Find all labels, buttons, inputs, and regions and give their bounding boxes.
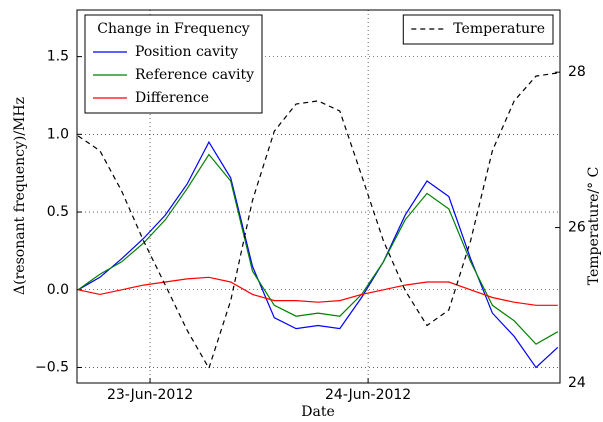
y-tick-label: −0.5 xyxy=(35,359,69,375)
x-axis-label: Date xyxy=(301,404,334,420)
y2-tick-label: 24 xyxy=(568,375,586,391)
y-tick-label: 0.5 xyxy=(47,204,69,220)
y-tick-label: 1.0 xyxy=(47,126,69,142)
y2-tick-label: 26 xyxy=(568,220,586,236)
x-tick-label: 23-Jun-2012 xyxy=(107,387,193,403)
y2-tick-label: 28 xyxy=(568,64,586,80)
x-tick-label: 24-Jun-2012 xyxy=(325,387,411,403)
legend: Change in Frequency Position cavity Refere… xyxy=(84,14,263,114)
legend-label: Difference xyxy=(135,90,209,106)
y-axis-label: Δ(resonant frequency)/MHz xyxy=(12,97,28,295)
legend-box xyxy=(402,14,554,45)
legend-title: Change in Frequency xyxy=(97,21,250,37)
legend-label: Position cavity xyxy=(135,44,238,60)
legend: Temperature xyxy=(402,14,554,45)
series-line xyxy=(77,276,558,306)
y-tick-label: 0.0 xyxy=(47,282,69,298)
legend-label: Temperature xyxy=(453,21,545,37)
legend-box xyxy=(84,14,263,114)
plot-border xyxy=(76,9,561,384)
y-tick-label: 1.5 xyxy=(47,49,69,65)
series-line xyxy=(77,153,559,345)
y2-axis-label: Temperature/° C xyxy=(586,167,602,286)
legend-label: Reference cavity xyxy=(135,67,254,83)
